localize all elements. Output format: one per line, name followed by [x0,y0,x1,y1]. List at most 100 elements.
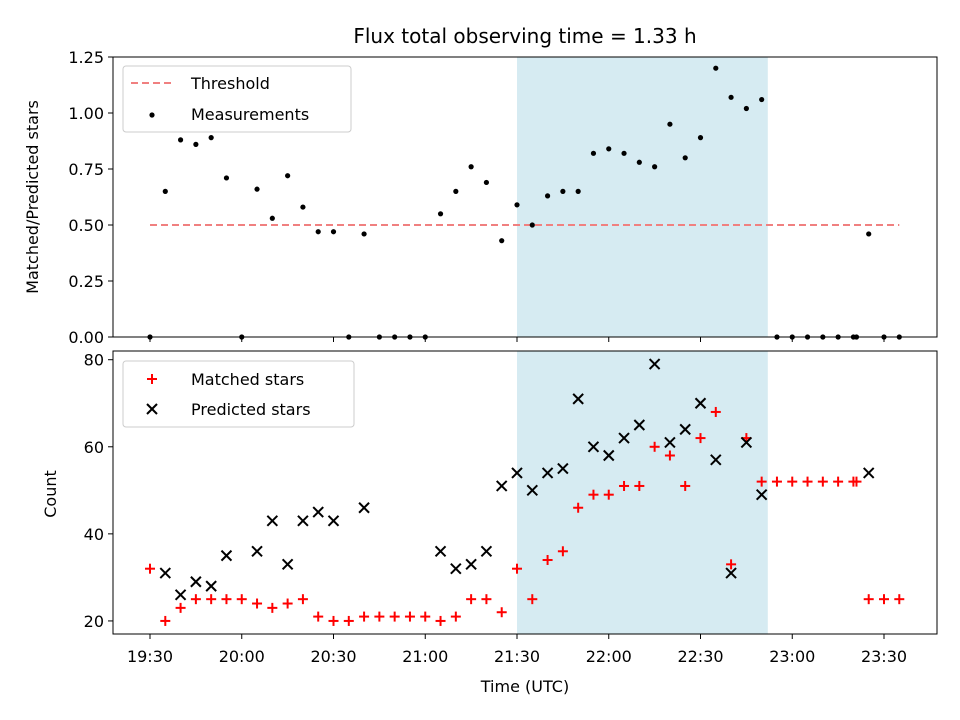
top-x-ticks [149,337,885,342]
measurement-point [590,150,597,156]
measurement-point [529,222,535,228]
predicted-point [587,441,600,453]
bottom-ytick-label: 40 [84,525,104,544]
bottom-y-axis-label: Count [41,470,60,518]
legend-predicted-marker [146,403,158,415]
top-ytick-label: 1.25 [68,48,104,67]
bottom-x-axis-label: Time (UTC) [480,677,569,696]
predicted-point [541,467,554,479]
predicted-point [526,484,538,497]
matched-point [512,563,522,574]
matched-point [603,489,614,500]
measurement-point [330,229,337,235]
predicted-point [480,545,493,557]
legend-matched-marker [147,374,157,384]
top-shaded-window [517,57,768,337]
top-axes-frame [112,56,938,338]
predicted-point [572,393,584,405]
bottom-x-ticks: 19:30 20:00 20:30 21:00 21:30 22:00 22:30 23:00… [127,634,907,666]
legend-predicted-swatch [146,403,158,415]
predicted-point [648,358,661,370]
bottom-ytick-label: 20 [84,612,104,631]
matched-point [221,594,232,605]
bottom-xtick-label: 19:30 [127,647,173,666]
measurement-point [728,94,734,100]
measurement-point [223,175,230,181]
matched-point [145,563,155,574]
bottom-xtick-label: 23:00 [769,647,815,666]
predicted-point [358,502,370,514]
predicted-point [603,449,615,462]
predicted-point [251,545,263,557]
measurement-point [499,238,505,244]
matched-point [374,611,385,622]
predicted-point [496,480,508,492]
top-ytick-label: 0.25 [68,272,104,291]
predicted-point [725,567,737,579]
measurement-point [437,211,444,217]
matched-point [236,594,247,605]
matched-point [404,611,415,622]
measurement-point [697,135,704,141]
measurement-point [682,155,688,161]
predicted-point [664,436,676,449]
legend-matched-label: Matched stars [191,370,304,389]
measurement-point [269,215,275,221]
measurement-point [759,96,765,103]
bottom-axes-frame [112,350,938,635]
predicted-point [755,488,768,501]
matched-point [695,433,706,444]
predicted-point [618,432,630,444]
predicted-point [557,462,569,475]
legend-predicted-label: Predicted stars [191,400,311,419]
top-panel: 0.00 0.25 0.50 0.75 1.00 1.25 Flux total obse… [23,24,938,347]
matched-point [619,480,630,491]
matched-point [282,598,293,609]
measurement-point [652,164,658,170]
matched-point [190,594,201,605]
predicted-point [159,567,171,579]
top-ytick-label: 0.00 [68,328,104,347]
top-y-axis-label: Matched/Predicted stars [23,100,42,294]
matched-point [160,615,171,626]
matched-point [542,554,553,565]
measurement-point [300,204,306,210]
matched-point [175,602,186,613]
legend-measurements-label: Measurements [191,105,309,124]
matched-point [313,611,324,622]
matched-point [206,594,217,605]
matched-point [343,615,354,626]
matched-point [863,594,874,605]
bottom-xtick-label: 22:30 [677,647,723,666]
predicted-point [679,423,691,436]
bottom-xtick-label: 23:30 [861,647,907,666]
predicted-point [863,467,875,479]
predicted-point [633,419,646,431]
matched-point [817,476,828,487]
measurement-point [315,229,321,235]
matched-point [252,598,263,609]
predicted-point [694,397,707,409]
measurement-point [544,193,551,199]
matched-point [420,611,431,622]
top-legend-box [122,65,352,133]
top-chart-title: Flux total observing time = 1.33 h [353,24,696,48]
legend-matched-swatch [147,374,157,384]
matched-point [527,594,538,605]
bottom-shaded-window [517,351,768,634]
matched-point [726,559,737,570]
top-ytick-label: 0.50 [68,216,104,235]
top-legend: Threshold Measurements [122,65,352,133]
predicted-point [511,467,523,479]
bottom-xtick-label: 22:00 [586,647,632,666]
measurement-point [866,231,872,237]
predicted-point [312,506,324,518]
predicted-point [205,580,217,592]
measurement-point [468,164,474,170]
predicted-point [174,589,187,601]
matched-point [328,615,339,626]
matched-point [588,489,599,500]
matched-point [435,615,446,626]
matched-point [756,476,767,487]
bottom-legend: Matched stars Predicted stars [122,360,355,428]
